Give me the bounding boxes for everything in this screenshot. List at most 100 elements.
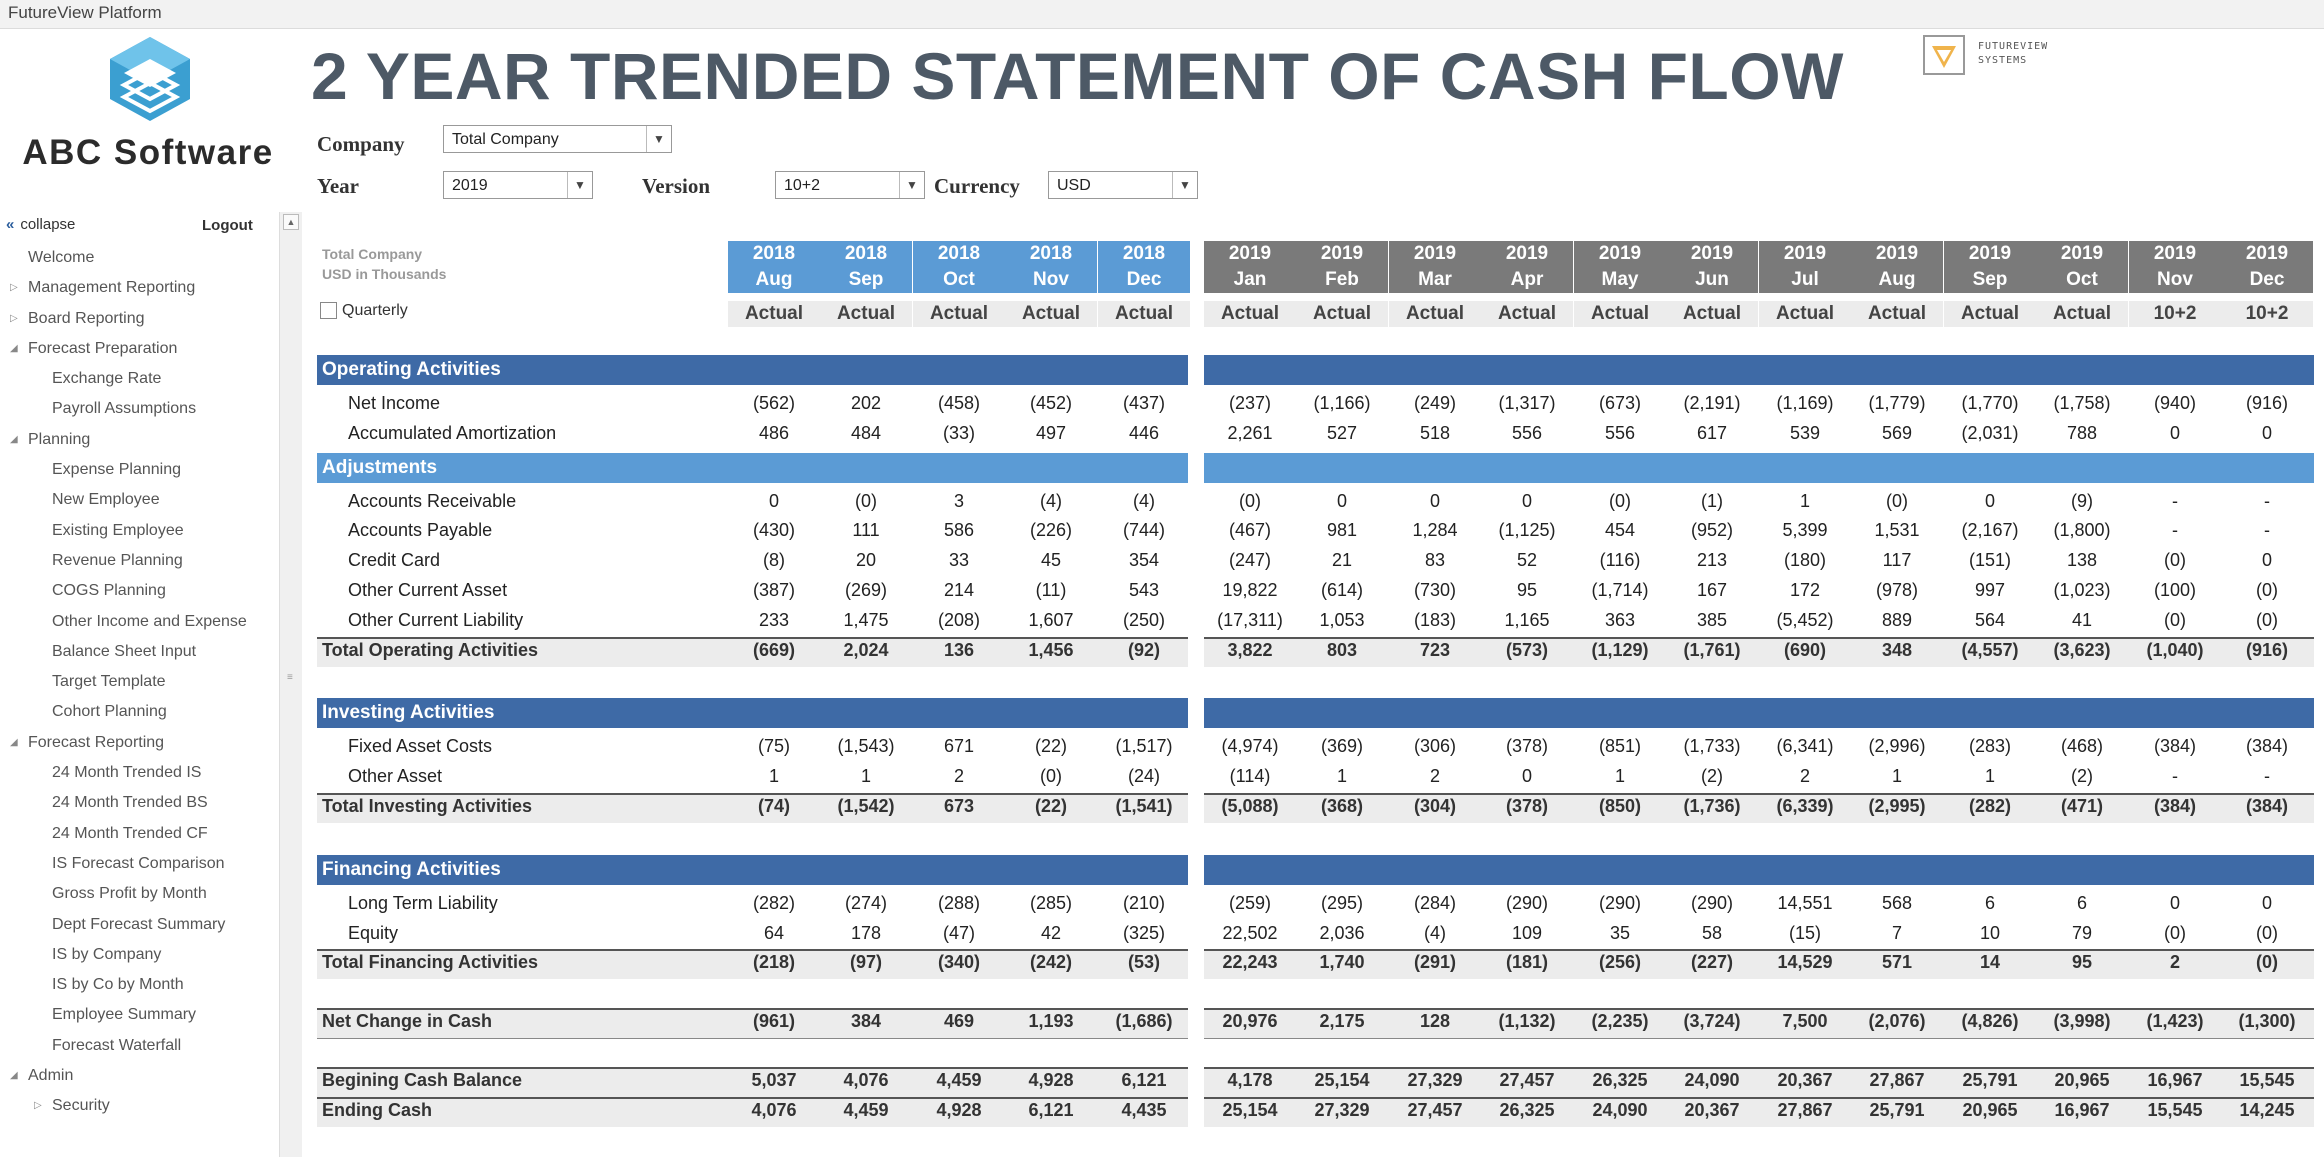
sidebar-item[interactable]: IS by Co by Month [0, 970, 278, 1000]
table-cell: - [2264, 520, 2270, 541]
table-cell: (3,998) [2053, 1011, 2111, 1032]
table-cell: (11) [1035, 580, 1067, 600]
table-cell: (562) [752, 393, 796, 413]
currency-select[interactable]: USD ▼ [1048, 171, 1198, 199]
table-cell: 1,740 [1319, 952, 1365, 973]
table-cell: (3,724) [1683, 1011, 1741, 1032]
sidebar-item[interactable]: Exchange Rate [0, 364, 278, 394]
logout-link[interactable]: Logout [202, 217, 253, 234]
sidebar-item-label: Cohort Planning [52, 703, 167, 721]
column-type: Actual [1759, 301, 1851, 327]
sidebar-item[interactable]: Other Income and Expense [0, 607, 278, 637]
sidebar-item[interactable]: ◢ Forecast Preparation [0, 334, 278, 364]
table-cell: (437) [1122, 393, 1166, 413]
table-cell: (4) [1133, 490, 1155, 511]
sidebar-item-label: 24 Month Trended CF [52, 824, 208, 842]
total-row-label: Ending Cash [322, 1099, 433, 1120]
sidebar-item[interactable]: ▷ Board Reporting [0, 304, 278, 334]
table-cell: (218) [752, 952, 796, 973]
scroll-grip-icon[interactable]: ≡ [287, 672, 293, 683]
table-cell: 58 [1701, 922, 1723, 943]
column-header: 2019 Feb [1296, 241, 1388, 293]
table-cell: (368) [1320, 796, 1364, 816]
collapse-button[interactable]: « collapse [6, 216, 75, 233]
sidebar-item[interactable]: Revenue Planning [0, 546, 278, 576]
collapsed-triangle-icon: ▷ [10, 282, 18, 294]
table-cell: 2,261 [1227, 422, 1273, 443]
table-cell: (384) [2245, 796, 2289, 816]
sidebar-item[interactable]: Dept Forecast Summary [0, 910, 278, 940]
sidebar-item[interactable]: Employee Summary [0, 1000, 278, 1030]
table-cell: (1) [1701, 490, 1723, 511]
page-title: 2 YEAR TRENDED STATEMENT OF CASH FLOW [311, 39, 1844, 113]
expanded-triangle-icon: ◢ [10, 433, 18, 445]
table-cell: 19,822 [1222, 580, 1278, 600]
table-cell: (0) [2256, 952, 2278, 973]
table-cell: (1,132) [1498, 1011, 1556, 1032]
sidebar-scrollbar[interactable]: ▲ ≡ [279, 212, 302, 1157]
scroll-up-icon[interactable]: ▲ [283, 214, 299, 230]
sidebar-item[interactable]: Forecast Waterfall [0, 1031, 278, 1061]
table-cell: (6,341) [1776, 736, 1834, 757]
sidebar-item-label: Exchange Rate [52, 370, 162, 388]
sidebar-item[interactable]: 24 Month Trended BS [0, 788, 278, 818]
sidebar-item[interactable]: Expense Planning [0, 455, 278, 485]
fv-logo-line1: FUTUREVIEW [1978, 41, 2049, 52]
year-select[interactable]: 2019 ▼ [443, 171, 593, 199]
sidebar-item[interactable]: ◢ Forecast Reporting [0, 728, 278, 758]
table-cell: 556 [1604, 422, 1636, 443]
column-type: Actual [1005, 301, 1097, 327]
total-row-bg [317, 1096, 1188, 1127]
column-year: 2019 [1690, 243, 1734, 264]
row-label: Other Current Liability [348, 609, 524, 630]
table-cell: 14,245 [2239, 1099, 2295, 1120]
sidebar-item[interactable]: ▷ Security [0, 1091, 278, 1121]
sidebar-item[interactable]: IS Forecast Comparison [0, 849, 278, 879]
sidebar-item[interactable]: Welcome [0, 243, 278, 273]
table-units-label: USD in Thousands [322, 266, 447, 282]
sidebar-item[interactable]: Payroll Assumptions [0, 394, 278, 424]
table-cell: (978) [1875, 580, 1919, 600]
table-cell: 6 [1984, 892, 1995, 913]
table-cell: 348 [1881, 639, 1913, 660]
column-month: May [1601, 269, 1639, 290]
table-cell: (0) [2164, 609, 2186, 630]
sidebar-item[interactable]: ◢ Planning [0, 425, 278, 455]
sidebar-item[interactable]: IS by Company [0, 940, 278, 970]
sidebar-item[interactable]: Balance Sheet Input [0, 637, 278, 667]
sidebar-item-label: Payroll Assumptions [52, 400, 197, 418]
table-cell: 25,791 [1869, 1099, 1925, 1120]
sidebar-item[interactable]: Cohort Planning [0, 697, 278, 727]
table-cell: 1,607 [1028, 609, 1074, 630]
table-cell: 454 [1604, 520, 1636, 541]
table-cell: (468) [2060, 736, 2104, 757]
column-header: 2019 Aug [1851, 241, 1943, 293]
table-cell: (22) [1034, 736, 1067, 757]
company-select[interactable]: Total Company ▼ [443, 125, 672, 153]
sidebar-item[interactable]: New Employee [0, 485, 278, 515]
sidebar-item[interactable]: Existing Employee [0, 516, 278, 546]
table-cell: (242) [1029, 952, 1073, 973]
collapsed-triangle-icon: ▷ [10, 312, 18, 324]
sidebar-item[interactable]: ◢ Admin [0, 1061, 278, 1091]
version-select[interactable]: 10+2 ▼ [775, 171, 925, 199]
table-cell: 64 [763, 922, 785, 943]
sidebar-item-label: Existing Employee [52, 521, 184, 539]
quarterly-checkbox[interactable] [320, 302, 337, 319]
table-cell: 27,329 [1407, 1070, 1463, 1090]
sidebar-item[interactable]: 24 Month Trended IS [0, 758, 278, 788]
sidebar-item[interactable]: Gross Profit by Month [0, 879, 278, 909]
sidebar-item[interactable]: 24 Month Trended CF [0, 819, 278, 849]
column-type: Actual [1389, 301, 1481, 327]
sidebar-item[interactable]: ▷ Management Reporting [0, 273, 278, 303]
table-cell: 1,193 [1028, 1011, 1074, 1032]
sidebar-item[interactable]: Target Template [0, 667, 278, 697]
abc-cube-logo [110, 37, 190, 121]
column-header: 2018 Aug [728, 241, 820, 293]
table-cell: (730) [1413, 580, 1457, 600]
table-cell: (1,169) [1776, 393, 1834, 413]
total-row-bg [1204, 1067, 2314, 1097]
table-cell: (369) [1320, 736, 1364, 757]
table-cell: 128 [1419, 1011, 1451, 1032]
sidebar-item[interactable]: COGS Planning [0, 576, 278, 606]
